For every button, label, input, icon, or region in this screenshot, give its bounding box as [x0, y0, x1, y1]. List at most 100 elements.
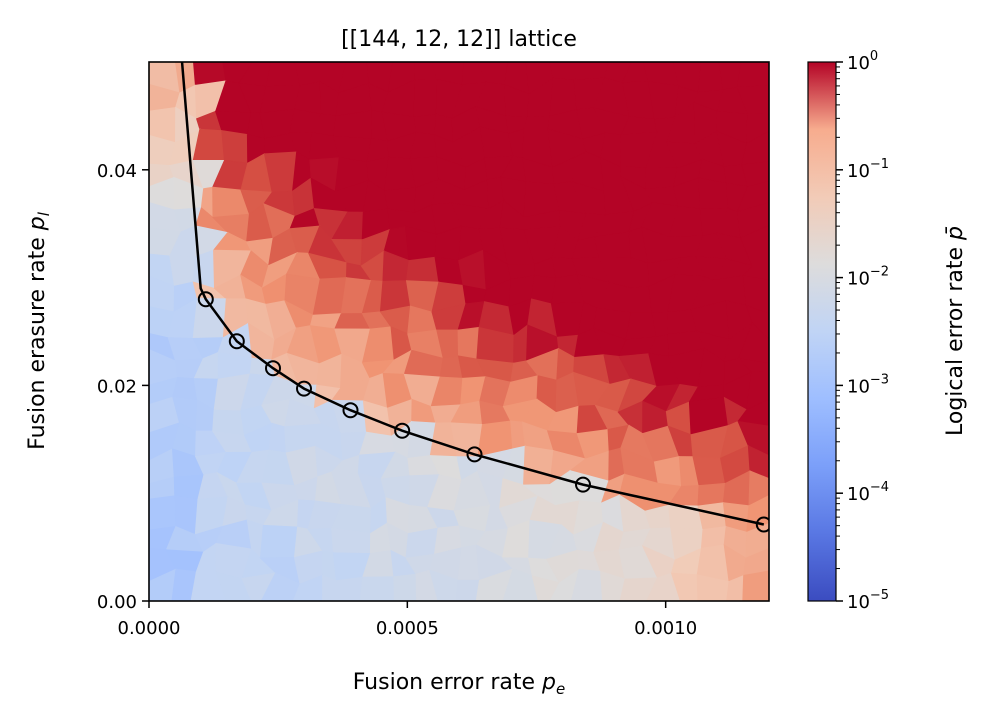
heatmap-cell — [745, 304, 769, 340]
heatmap-cell — [405, 256, 440, 283]
x-axis-label: Fusion error rate pe — [353, 670, 566, 698]
heatmap-cell — [736, 202, 769, 239]
heatmap-cell — [149, 495, 177, 531]
heatmap-cell — [455, 579, 480, 601]
heatmap-cell — [292, 574, 323, 601]
colorbar-gradient — [807, 61, 837, 602]
heatmap-cell — [646, 572, 681, 601]
heatmap-cells — [149, 62, 769, 601]
y-axis-label: Fusion erasure rate pl — [25, 211, 53, 450]
heatmap-cell — [149, 568, 177, 601]
heatmap-cell — [645, 167, 678, 190]
heatmap-cell — [743, 547, 769, 576]
heatmap-cell — [698, 177, 729, 210]
heatmap-cell — [260, 572, 301, 601]
heatmap-cell — [741, 130, 769, 166]
heatmap-cell — [502, 568, 539, 601]
heatmap-cell — [737, 420, 769, 457]
x-tick-label: 0.0010 — [634, 618, 697, 639]
heatmap-cell — [741, 161, 769, 188]
plot-frame — [148, 61, 770, 602]
threshold-point — [575, 476, 591, 493]
colorbar-tick-label: 10−3 — [847, 372, 889, 397]
colorbar: 10−5 10−4 10−3 10−2 10−1 100 Logical error ra… — [807, 49, 968, 613]
heatmap-cell — [190, 571, 228, 601]
heatmap-cell — [265, 62, 301, 87]
heatmap-cell — [746, 113, 769, 145]
heatmap-cell — [653, 455, 682, 487]
x-tick-label: 0.0000 — [118, 618, 181, 639]
heatmap-cell — [415, 569, 439, 601]
threshold-curve — [180, 62, 769, 533]
heatmap-cell — [169, 255, 196, 287]
threshold-point — [394, 422, 411, 439]
heatmap-cell — [171, 568, 197, 601]
threshold-line — [180, 62, 765, 526]
heatmap-cell — [413, 79, 438, 118]
heatmap-cell — [625, 312, 657, 341]
heatmap-cell — [221, 130, 249, 164]
heatmap-cell — [736, 85, 769, 115]
y-tick-label: 0.00 — [97, 592, 137, 613]
heatmap-cell — [457, 326, 480, 360]
heatmap-cell — [523, 445, 555, 486]
heatmap-cell — [740, 224, 769, 267]
heatmap-cell — [531, 575, 561, 601]
colorbar-tick-label: 10−2 — [847, 265, 889, 290]
colorbar-tick-label: 100 — [847, 49, 878, 74]
heatmap-cell — [570, 568, 603, 601]
y-tick-label: 0.04 — [97, 161, 137, 182]
heatmap-cell — [600, 570, 626, 601]
heatmap-cell — [736, 180, 769, 213]
heatmap-cell — [726, 574, 745, 601]
heatmap-cell — [742, 570, 769, 601]
heatmap-cell — [738, 322, 769, 364]
threshold-point — [342, 402, 359, 419]
colorbar-label: Logical error rate p̄ — [943, 226, 968, 436]
heatmap-cell — [413, 113, 437, 136]
heatmap-cell — [748, 470, 769, 507]
heatmap-cell — [746, 371, 769, 411]
heatmap-cell — [457, 544, 480, 581]
colorbar-tick-label: 10−5 — [847, 588, 889, 613]
heatmap-cell — [429, 569, 459, 601]
heatmap-cell — [475, 568, 514, 601]
heatmap-cell — [259, 524, 298, 559]
threshold-point — [296, 380, 312, 397]
colorbar-ticks: 10−5 10−4 10−3 10−2 10−1 100 — [836, 49, 889, 613]
chart-title: [[144, 12, 12]] lattice — [341, 27, 577, 52]
heatmap-cell — [549, 568, 580, 601]
x-tick-label: 0.0005 — [376, 618, 439, 639]
heatmap-cell — [696, 574, 730, 601]
colorbar-tick-label: 10−1 — [847, 157, 889, 182]
threshold-point — [466, 446, 483, 463]
heatmap-cell — [747, 445, 769, 479]
heatmap-cell — [594, 231, 632, 259]
x-axis: 0.0000 0.0005 0.0010 — [118, 601, 697, 639]
threshold-markers — [197, 291, 769, 533]
heatmap-cell — [359, 576, 395, 601]
heatmap-cell — [736, 62, 769, 88]
heatmap-cell — [737, 357, 769, 373]
heatmap-cell — [241, 572, 277, 601]
threshold-point — [755, 516, 769, 533]
threshold-point — [228, 333, 245, 350]
y-axis: 0.00 0.02 0.04 — [97, 161, 149, 613]
colorbar-tick-label: 10−4 — [847, 480, 889, 505]
heatmap-cell — [630, 286, 653, 314]
y-tick-label: 0.02 — [97, 376, 137, 397]
heatmap-cell — [737, 398, 769, 427]
heatmap-cell — [335, 576, 364, 601]
heatmap-cell — [523, 115, 551, 130]
heatmap-cell — [619, 577, 659, 601]
heatmap-cell — [215, 571, 252, 601]
heatmap-cell — [393, 573, 417, 601]
heatmap-cell — [172, 377, 198, 401]
heatmap-cell — [670, 572, 699, 601]
heatmap-cell — [692, 456, 726, 486]
heatmap-cell — [322, 574, 348, 601]
heatmap-cell — [268, 422, 287, 454]
threshold-point — [265, 360, 281, 377]
heatmap-cell — [742, 275, 769, 315]
